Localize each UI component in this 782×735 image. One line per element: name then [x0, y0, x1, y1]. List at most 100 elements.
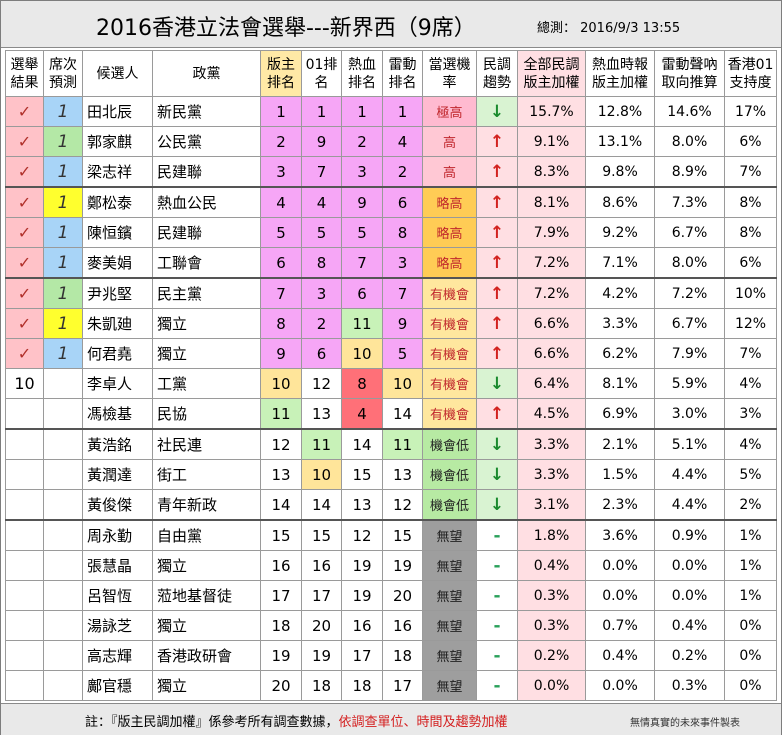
hk01-support-cell: 0%: [724, 640, 777, 671]
passion-rank-cell: 10: [341, 338, 383, 369]
win-chance-cell: 無望: [422, 670, 477, 701]
passion-times-weighted-cell: 0.0%: [585, 550, 655, 581]
raydar-sonar-cell: 7.2%: [654, 277, 725, 309]
raydar-rank-cell: 8: [382, 217, 423, 248]
host-rank-cell: 10: [260, 368, 302, 399]
raydar-sonar-cell: 0.0%: [654, 550, 725, 581]
party-name: 獨立: [152, 308, 261, 339]
passion-times-weighted-cell: 4.2%: [585, 277, 655, 309]
passion-times-weighted-cell: 12.8%: [585, 96, 655, 127]
win-chance-cell: 機會低: [422, 428, 477, 460]
header-candidate: 候選人: [82, 50, 153, 97]
raydar-rank-cell: 15: [382, 519, 423, 551]
header-passion-times-weighted: 熱血時報版主加權: [585, 50, 655, 97]
hk01-rank-cell: 5: [301, 217, 342, 248]
party-name: 青年新政: [152, 489, 261, 521]
host-rank-cell: 12: [260, 428, 302, 460]
party-name: 獨立: [152, 610, 261, 641]
party-name: 獨立: [152, 550, 261, 581]
trend-down-arrow-icon: ↓: [476, 489, 518, 521]
hk01-support-cell: 12%: [724, 308, 777, 339]
hk01-rank-cell: 6: [301, 338, 342, 369]
candidate-table: 選舉結果 席次預測 候選人 政黨 版主排名 01排名 熱血排名 雷動排名 當選機…: [5, 50, 777, 701]
raydar-sonar-cell: 7.3%: [654, 186, 725, 218]
passion-rank-cell: 6: [341, 277, 383, 309]
trend-up-arrow-icon: ↑: [476, 398, 518, 430]
elected-check-icon: ✓: [5, 186, 44, 218]
win-chance-cell: 無望: [422, 550, 477, 581]
header-passion-rank: 熱血排名: [341, 50, 383, 97]
raydar-sonar-cell: 8.9%: [654, 156, 725, 188]
raydar-sonar-cell: 6.7%: [654, 217, 725, 248]
party-name: 民協: [152, 398, 261, 430]
hk01-rank-cell: 14: [301, 489, 342, 521]
table-row: 黃浩銘 社民連 12 11 14 11 機會低 ↓ 3.3% 2.1% 5.1% 4%: [5, 428, 777, 460]
result-cell: [5, 670, 44, 701]
trend-up-arrow-icon: ↑: [476, 186, 518, 218]
header-all-polls-weighted: 全部民調版主加權: [517, 50, 586, 97]
raydar-sonar-cell: 8.0%: [654, 247, 725, 279]
party-name: 工聯會: [152, 247, 261, 279]
all-polls-weighted-cell: 6.6%: [517, 338, 586, 369]
hk01-support-cell: 6%: [724, 126, 777, 157]
seat-forecast-cell: 1: [43, 217, 83, 248]
footer-note-highlight: 依調查單位、時間及趨勢加權: [338, 715, 508, 730]
host-rank-cell: 1: [260, 96, 302, 127]
hk01-rank-cell: 10: [301, 459, 342, 490]
trend-down-arrow-icon: ↓: [476, 96, 518, 127]
result-cell: [5, 428, 44, 460]
table-row: 鄺官穩 獨立 20 18 18 17 無望 -0.0% 0.0% 0.3% 0%: [5, 670, 777, 701]
raydar-rank-cell: 14: [382, 398, 423, 430]
trend-up-arrow-icon: ↑: [476, 217, 518, 248]
passion-rank-cell: 17: [341, 640, 383, 671]
candidate-name: 何君堯: [82, 338, 153, 369]
raydar-sonar-cell: 7.9%: [654, 338, 725, 369]
all-polls-weighted-cell: 3.3%: [517, 428, 586, 460]
raydar-rank-cell: 12: [382, 489, 423, 521]
host-rank-cell: 11: [260, 398, 302, 430]
raydar-rank-cell: 6: [382, 186, 423, 218]
table-row: 10 李卓人 工黨 10 12 8 10 有機會 ↓ 6.4% 8.1% 5.9% 4%: [5, 368, 777, 399]
trend-down-arrow-icon: ↓: [476, 368, 518, 399]
party-name: 熱血公民: [152, 186, 261, 218]
elected-check-icon: ✓: [5, 217, 44, 248]
trend-up-arrow-icon: ↑: [476, 126, 518, 157]
result-cell: [5, 550, 44, 581]
candidate-name: 李卓人: [82, 368, 153, 399]
hk01-support-cell: 8%: [724, 186, 777, 218]
trend-up-arrow-icon: ↑: [476, 308, 518, 339]
trend-flat-dash-icon: -: [476, 610, 518, 641]
seat-forecast-cell: 1: [43, 308, 83, 339]
passion-rank-cell: 4: [341, 398, 383, 430]
table-row: ✓ 1 陳恒鑌 民建聯 5 5 5 8 略高 ↑ 7.9% 9.2% 6.7% 8%: [5, 217, 777, 248]
table-row: ✓ 1 何君堯 獨立 9 6 10 5 有機會 ↑ 6.6% 6.2% 7.9% 7%: [5, 338, 777, 369]
table-row: ✓ 1 田北辰 新民黨 1 1 1 1 極高 ↓ 15.7% 12.8% 14.6% 17%: [5, 96, 777, 127]
candidate-name: 湯詠芝: [82, 610, 153, 641]
seat-forecast-cell: 1: [43, 96, 83, 127]
win-chance-cell: 略高: [422, 217, 477, 248]
passion-rank-cell: 7: [341, 247, 383, 279]
hk01-support-cell: 7%: [724, 338, 777, 369]
trend-down-arrow-icon: ↓: [476, 428, 518, 460]
hk01-support-cell: 8%: [724, 217, 777, 248]
raydar-sonar-cell: 4.4%: [654, 489, 725, 521]
footer-note: 註：『版主民調加權』係參考所有調查數據，依調查單位、時間及趨勢加權: [85, 711, 508, 730]
seat-forecast-cell: [43, 428, 83, 460]
host-rank-cell: 2: [260, 126, 302, 157]
all-polls-weighted-cell: 6.6%: [517, 308, 586, 339]
header-win-chance: 當選機率: [422, 50, 477, 97]
hk01-rank-cell: 13: [301, 398, 342, 430]
trend-up-arrow-icon: ↑: [476, 156, 518, 188]
elected-check-icon: ✓: [5, 126, 44, 157]
hk01-rank-cell: 20: [301, 610, 342, 641]
party-name: 工黨: [152, 368, 261, 399]
raydar-rank-cell: 9: [382, 308, 423, 339]
hk01-support-cell: 1%: [724, 519, 777, 551]
header-01-rank: 01排名: [301, 50, 342, 97]
header-raydar-rank: 雷動排名: [382, 50, 423, 97]
party-name: 社民連: [152, 428, 261, 460]
all-polls-weighted-cell: 0.4%: [517, 550, 586, 581]
seat-forecast-cell: [43, 640, 83, 671]
candidate-name: 黃浩銘: [82, 428, 153, 460]
passion-rank-cell: 8: [341, 368, 383, 399]
